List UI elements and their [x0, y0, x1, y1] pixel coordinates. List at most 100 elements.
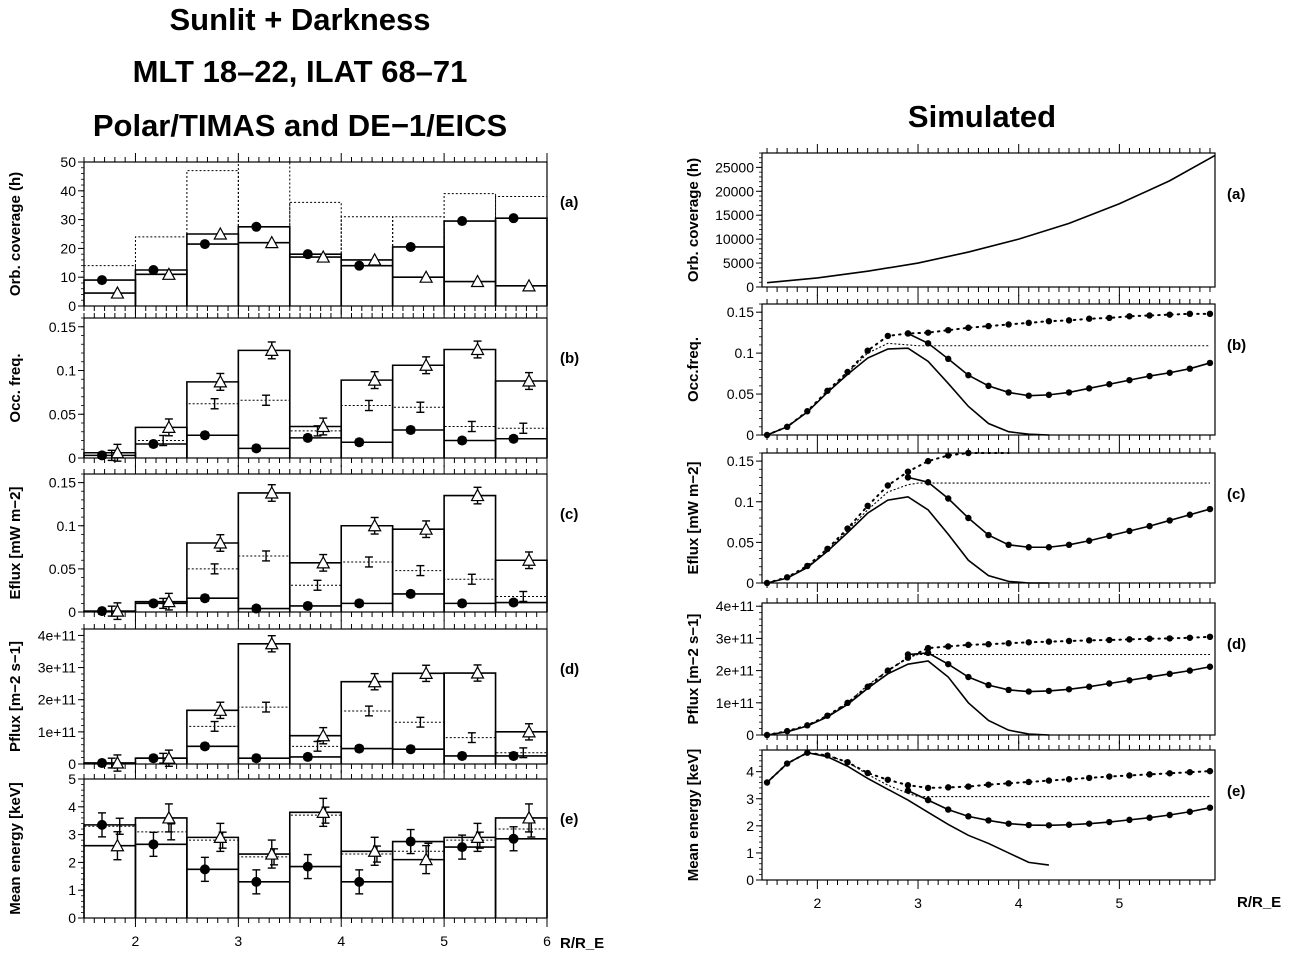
de1-point — [419, 521, 434, 535]
bar-outline — [237, 492, 291, 612]
total-bar — [237, 706, 291, 764]
y-tick-label: 4e+11 — [38, 627, 76, 643]
polar-point — [251, 221, 262, 232]
y-tick-label: 4 — [68, 799, 76, 815]
series-point — [1146, 372, 1153, 380]
y-tick-label: 40 — [60, 183, 76, 199]
series-point — [1126, 527, 1133, 535]
bar-outline — [237, 642, 291, 764]
series-solid-decay — [766, 751, 1050, 866]
series-point — [1126, 772, 1133, 779]
polar-point — [508, 597, 519, 608]
series-point — [1045, 317, 1053, 325]
de1-point — [316, 805, 331, 818]
y-axis-label: Mean energy [keV] — [7, 782, 24, 915]
polar-point — [457, 216, 468, 227]
left-panel-d: 0 1e+11 2e+11 3e+11 4e+11 Pflux [m−2 s−1] (d) — [7, 620, 579, 773]
right-panel-a: 0 5000 10000 15000 20000 25000 Orb. coverage (… — [685, 144, 1245, 296]
series-point — [1025, 392, 1032, 399]
polar-point — [302, 600, 313, 611]
y-tick-label: 20000 — [715, 183, 754, 199]
series-solid-decay — [766, 496, 1049, 584]
bar-outline — [340, 259, 394, 306]
series-point — [945, 784, 952, 791]
de1-point — [213, 703, 228, 716]
panel-label: (b) — [560, 350, 579, 367]
bar-outline — [186, 709, 240, 764]
polar-point — [199, 741, 210, 752]
series-point — [1045, 687, 1053, 695]
bar-outline — [288, 253, 343, 306]
series-point — [1106, 314, 1113, 322]
plot-frame — [761, 749, 1216, 881]
bar-outline — [340, 850, 394, 918]
right-panel-e: 0 1 2 3 4 Mean energy [keV] (e) 2 3 4 5 — [685, 741, 1245, 911]
series-point — [1045, 822, 1053, 829]
series-point — [1025, 821, 1032, 829]
y-tick-label: 4e+11 — [716, 598, 754, 614]
right-panel-c: 0 0.05 0.1 0.15 Eflux [mW m−2] (c) — [685, 444, 1245, 592]
x-tick-label: 5 — [1115, 895, 1123, 911]
bar-outline — [237, 853, 291, 918]
y-tick-label: 2 — [746, 818, 754, 834]
total-bar — [495, 752, 548, 764]
polar-point — [457, 842, 468, 853]
polar-point — [251, 753, 262, 764]
series-point — [945, 495, 952, 502]
total-bar — [289, 745, 342, 764]
series-point — [824, 387, 831, 394]
plot-frame — [761, 152, 1216, 288]
series-dotted-flat — [766, 482, 1210, 584]
left-title-line1: Sunlit + Darkness — [169, 2, 430, 37]
polar-point — [148, 439, 159, 449]
de1-point — [213, 830, 228, 843]
series-point — [985, 641, 992, 648]
de1-point — [264, 846, 279, 860]
bar-outline — [134, 817, 188, 918]
series-point — [1085, 774, 1093, 782]
de1-point — [213, 374, 228, 388]
total-bar — [134, 236, 188, 306]
total-bar — [340, 216, 394, 306]
bar-outline — [340, 524, 394, 612]
y-tick-label: 5 — [68, 771, 76, 787]
series-point — [1166, 517, 1173, 524]
series-point — [1085, 683, 1093, 690]
series-dots-lower — [907, 789, 1211, 827]
series-point — [1045, 638, 1053, 645]
y-tick-label: 0.1 — [57, 363, 77, 379]
series-point — [904, 330, 912, 337]
y-tick-label: 0 — [68, 450, 76, 466]
de1-point — [161, 420, 176, 433]
total-bar — [340, 710, 394, 764]
y-tick-label: 0 — [746, 727, 754, 743]
series-point — [1126, 376, 1133, 384]
series-point — [1206, 359, 1214, 367]
series-point — [884, 776, 892, 783]
de1-point — [419, 269, 434, 283]
de1-point — [110, 838, 125, 852]
total-bar — [443, 839, 497, 918]
de1-point — [110, 603, 125, 617]
left-panel-e: 0 1 2 3 4 5 Mean energy [keV] (e) 2 3 4 5 6 — [7, 770, 578, 949]
series-point — [1206, 310, 1214, 318]
polar-point — [508, 433, 519, 444]
y-tick-label: 0.15 — [49, 319, 76, 335]
series-point — [1206, 804, 1214, 811]
y-axis-label: Eflux [mW m−2] — [685, 462, 702, 575]
series-point — [1186, 667, 1194, 674]
series-point — [1146, 312, 1153, 319]
polar-point — [405, 836, 416, 847]
series-point — [1106, 532, 1113, 540]
bar-outline — [443, 348, 497, 458]
y-tick-label: 3 — [68, 827, 76, 843]
series-point — [1146, 814, 1153, 821]
plot-frame — [83, 628, 548, 765]
y-tick-label: 0 — [68, 910, 76, 926]
polar-point — [457, 435, 468, 446]
y-tick-label: 3e+11 — [716, 630, 754, 646]
x-tick-label: 4 — [337, 933, 345, 949]
de1-point — [367, 252, 382, 266]
series-point — [1085, 637, 1093, 644]
